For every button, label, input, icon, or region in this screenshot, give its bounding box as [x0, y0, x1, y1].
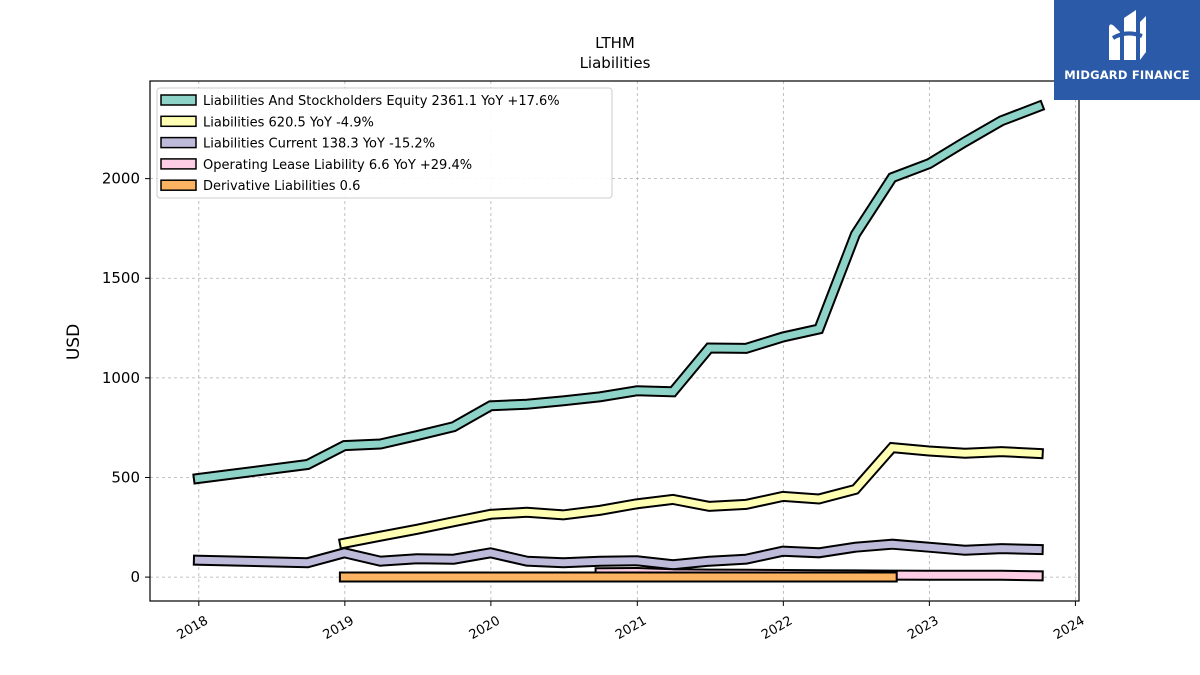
x-tick-label: 2019 — [321, 613, 357, 643]
series-2 — [337, 441, 1044, 550]
legend-swatch — [160, 158, 197, 170]
y-tick-label: 1000 — [102, 369, 140, 387]
x-tick-label: 2021 — [613, 613, 649, 643]
legend-label: Derivative Liabilities 0.6 — [203, 179, 360, 194]
y-tick-label: 500 — [111, 468, 140, 486]
chart-subtitle: Liabilities — [580, 54, 651, 72]
legend: Liabilities And Stockholders Equity 2361… — [156, 87, 613, 199]
series-line — [340, 443, 1042, 548]
chart-title: LTHM — [595, 34, 635, 52]
x-tick-label: 2020 — [467, 613, 503, 643]
logo-text: MIDGARD FINANCE — [1064, 68, 1190, 82]
legend-swatch — [160, 136, 197, 149]
y-tick-label: 0 — [130, 568, 140, 586]
series-line — [194, 540, 1042, 569]
series-line — [194, 102, 1043, 483]
x-tick-label: 2018 — [175, 613, 211, 643]
series-1 — [192, 99, 1046, 485]
y-tick-label: 2000 — [102, 170, 140, 188]
legend-label: Liabilities Current 138.3 YoY -15.2% — [203, 137, 435, 152]
plot-frame — [149, 80, 1080, 602]
legend-swatch — [160, 94, 197, 106]
series-3 — [192, 538, 1044, 571]
x-tick-label: 2024 — [1051, 613, 1087, 643]
legend-swatch — [160, 115, 197, 128]
legend-box — [156, 87, 613, 199]
x-tick-label: 2023 — [905, 613, 941, 643]
y-axis-label: USD — [64, 324, 84, 360]
y-tick-label: 1500 — [102, 269, 140, 287]
series-line-outline — [337, 441, 1044, 550]
legend-label: Operating Lease Liability 6.6 YoY +29.4% — [203, 158, 472, 173]
legend-label: Liabilities And Stockholders Equity 2361… — [203, 94, 560, 109]
series-lines — [192, 99, 1046, 583]
midgard-logo-icon — [1109, 10, 1146, 60]
x-tick-label: 2022 — [759, 613, 795, 643]
legend-label: Liabilities 620.5 YoY -4.9% — [203, 115, 374, 130]
legend-swatch — [160, 179, 197, 191]
brand-logo: MIDGARD FINANCE — [1054, 0, 1200, 100]
